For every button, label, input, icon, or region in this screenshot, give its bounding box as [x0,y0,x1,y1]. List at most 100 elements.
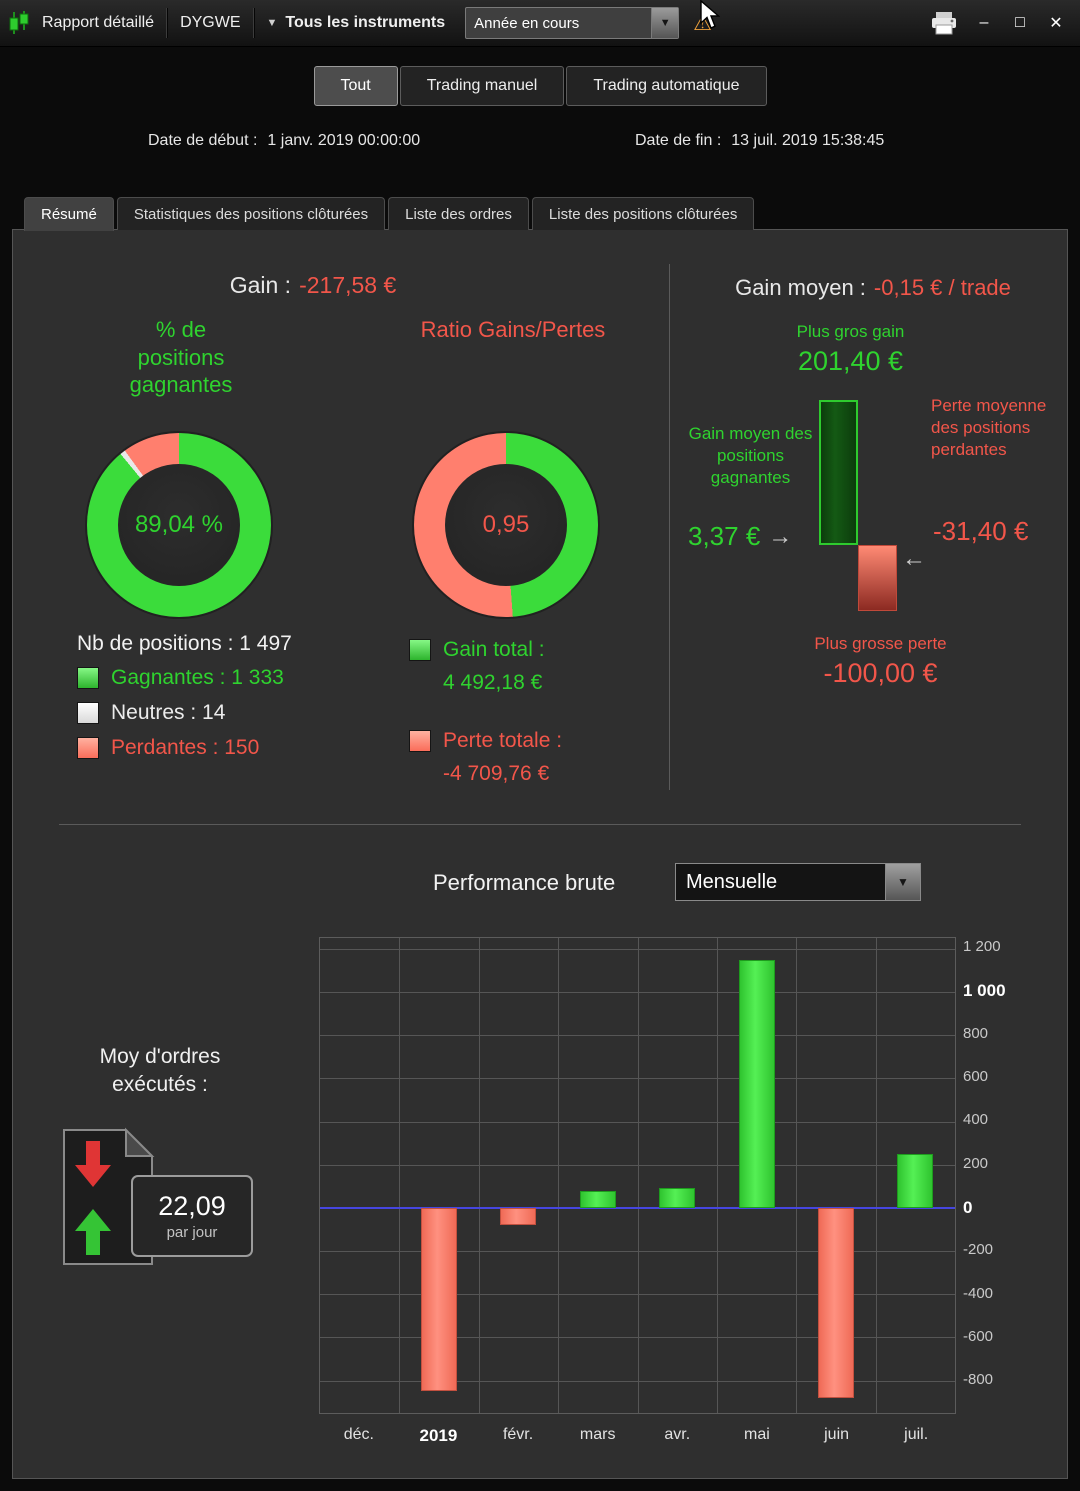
arrow-up-icon [75,1209,111,1255]
averages-block: Gain moyen : -0,15 € / trade Plus gros ga… [678,230,1068,820]
mouse-cursor-icon [698,0,721,35]
title-bar: Rapport détaillé DYGWE ▼ Tous les instru… [0,0,1080,47]
horizontal-divider [59,824,1021,825]
x-axis-tick: 2019 [419,1426,458,1445]
avg-gain-loss-diagram: Gain moyen des positions gagnantes 3,37 … [688,395,1063,630]
minimize-button[interactable]: – [979,14,989,31]
y-axis-tick: -400 [963,1284,994,1302]
gain-total-label: Gain total : [443,638,545,661]
bar-1 [421,1207,458,1392]
gridline-horizontal [320,1164,955,1166]
orders-per-day-value: 22,09 [158,1191,226,1221]
close-button[interactable]: ✕ [1049,15,1063,32]
filter-tab-trading-manuel[interactable]: Trading manuel [399,66,565,106]
gridline-vertical [558,938,560,1413]
y-axis-tick: 400 [963,1111,989,1129]
gain-total-item: Gain total : 4 492,18 € [409,634,562,699]
ratio-title: Ratio Gains/Pertes [420,317,606,342]
perte-totale-item: Perte totale : -4 709,76 € [409,725,562,790]
bar-6 [817,1207,854,1398]
gain-total-value: 4 492,18 € [443,670,543,694]
gridline-horizontal [320,1251,955,1253]
summary-panel: Gain : -217,58 € % de positions gagnantes… [12,229,1068,1479]
bar-3 [579,1190,616,1208]
performance-title: Performance brute [433,870,616,895]
y-axis-tick: 1 200 [963,937,1001,955]
legend-swatch-neutres [77,702,99,724]
tab-statistiques-positions-cloturees[interactable]: Statistiques des positions clôturées [116,197,386,230]
bar-7 [897,1153,934,1208]
perte-totale-label: Perte totale : [443,729,563,753]
gridline-vertical [875,938,877,1413]
gridline-horizontal [320,1035,955,1037]
gridline-vertical [796,938,798,1413]
gridline-vertical [478,938,480,1413]
period-caret-icon[interactable]: ▼ [651,8,679,38]
y-axis-tick: -800 [963,1371,994,1389]
avg-loss-value: -31,40 € [933,516,1029,546]
mode-filter-tabs: Tout Trading manuel Trading automatique [0,66,1080,106]
bar-4 [659,1188,696,1208]
nb-positions: Nb de positions : 1 497 [77,632,292,655]
maximize-button[interactable]: □ [1015,14,1025,31]
arrow-down-icon [75,1141,111,1187]
left-arrow-icon: ← [902,545,926,572]
gridline-horizontal [320,1121,955,1123]
titlebar-separator [252,8,255,38]
avg-loss-label: Perte moyenne des positions perdantes [931,396,1047,460]
avg-win-value-row: 3,37 € → [688,521,792,552]
chart-y-axis: 1 200 1 000 800 600 400 200 0 -200 -400 -600 -800 [963,937,1043,1414]
plus-gros-gain-label: Plus gros gain [796,322,905,341]
gain-moyen-value: -0,15 € / trade [873,275,1011,300]
x-axis-tick: févr. [502,1426,534,1443]
winrate-value: 89,04 % [134,511,224,538]
x-axis-tick: juin [824,1426,850,1443]
y-axis-tick: 200 [963,1154,989,1172]
tab-liste-des-ordres[interactable]: Liste des ordres [388,197,529,230]
combo-caret-icon[interactable]: ▼ [885,864,920,900]
legend-item-gagnantes: Gagnantes : 1 333 [77,666,292,690]
ratio-donut-chart: 0,95 [414,433,598,617]
gain-moyen-line: Gain moyen : -0,15 € / trade [678,275,1068,301]
gridline-horizontal [320,1337,955,1339]
start-date-label: Date de début : [148,132,258,149]
gridline-horizontal [320,1294,955,1296]
plus-gros-gain-value: 201,40 € [797,346,904,376]
x-axis-tick: juil. [904,1426,929,1443]
filter-tab-trading-automatique[interactable]: Trading automatique [566,66,767,106]
plus-grosse-perte-label: Plus grosse perte [814,634,947,653]
gridline-horizontal [320,1078,955,1080]
performance-period-select[interactable]: Mensuelle ▼ [675,863,921,901]
candlestick-icon [8,10,30,36]
x-axis-tick: déc. [343,1426,374,1443]
tab-liste-positions-cloturees[interactable]: Liste des positions clôturées [531,197,755,230]
period-select-value: Année en cours [474,14,580,32]
ratio-value: 0,95 [482,511,530,538]
account-name: DYGWE [180,14,241,31]
gridline-vertical [637,938,639,1413]
perte-totale-value: -4 709,76 € [443,761,550,785]
legend-item-perdantes: Perdantes : 150 [77,736,292,760]
y-axis-tick: -200 [963,1241,994,1259]
gain-label: Gain : [229,272,292,298]
period-select[interactable]: Année en cours ▼ [465,7,680,39]
bar-5 [738,959,775,1208]
gridline-vertical [399,938,401,1413]
report-tab-bar: Résumé Statistiques des positions clôtur… [24,197,755,231]
chart-x-axis: déc. 2019 févr. mars avr. mai juin juil. [319,1426,956,1446]
vertical-divider [669,264,670,790]
gridline-horizontal [320,991,955,993]
filter-tab-tout[interactable]: Tout [313,66,398,106]
instruments-selector[interactable]: ▼ Tous les instruments [255,0,458,46]
avg-loss-bar [858,545,897,611]
perte-totale-swatch [409,730,431,753]
x-axis-tick: mars [579,1426,616,1443]
titlebar-controls: – □ ✕ [930,11,1072,35]
printer-icon[interactable] [930,11,958,35]
titlebar-separator [166,8,169,38]
orders-per-day-unit: par jour [166,1224,218,1241]
bar-2 [500,1207,537,1226]
tab-resume[interactable]: Résumé [24,197,114,231]
window-title: Rapport détaillé [42,14,155,31]
instruments-label: Tous les instruments [285,14,446,31]
